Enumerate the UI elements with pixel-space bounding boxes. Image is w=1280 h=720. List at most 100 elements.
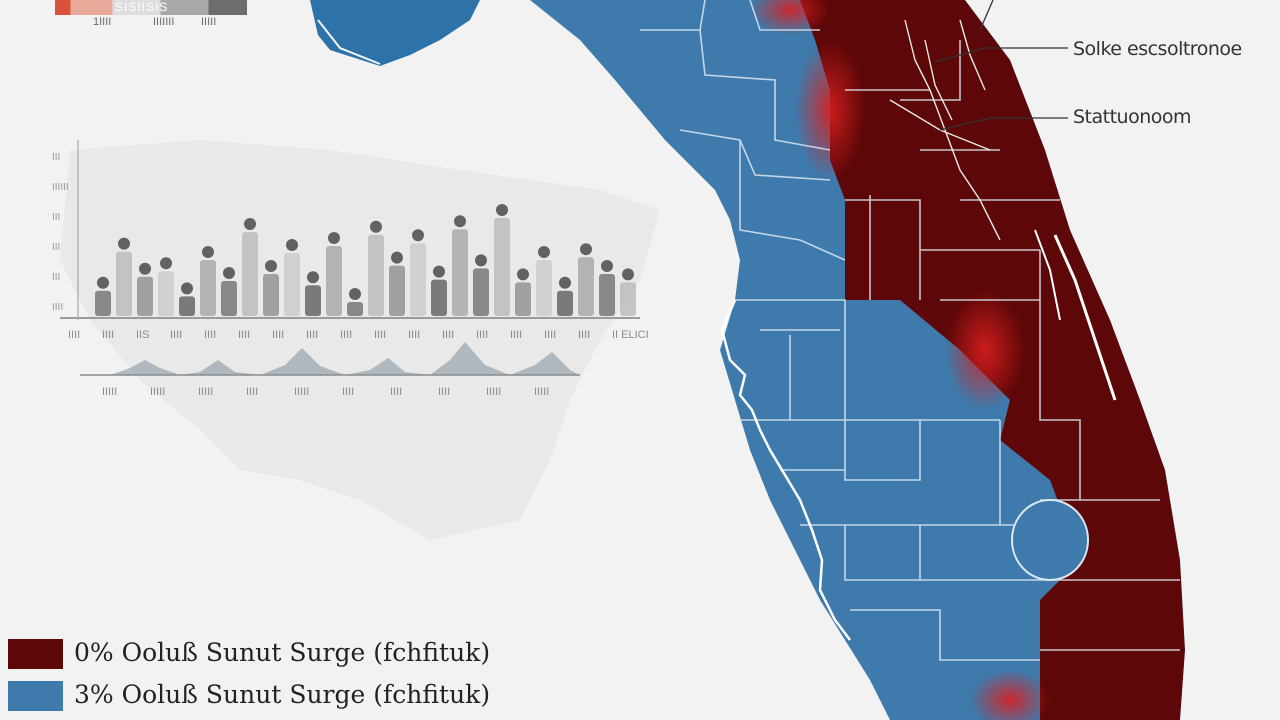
sub-tick-label: IIIII	[150, 386, 165, 398]
legend: 0% Ooluß Sunut Surge (fchfituk) 3% Ooluß…	[8, 636, 548, 720]
lake-okeechobee	[1011, 499, 1089, 581]
x-tick-label: IIII	[374, 329, 386, 341]
chart-bar	[368, 234, 384, 316]
northern-landmass	[310, 0, 480, 66]
x-tick-label: IIII	[68, 329, 80, 341]
chart-bar	[410, 243, 426, 316]
top-scale-ticks: 1IIII IIIIIII IIIII	[55, 16, 247, 34]
chart-point	[517, 268, 529, 281]
scale-gradient	[55, 0, 247, 15]
callout-leader-lines	[934, 0, 1068, 131]
chart-bar	[326, 246, 342, 316]
y-tick-label: III	[52, 212, 60, 223]
legend-label: 3% Ooluß Sunut Surge (fchfituk)	[74, 680, 491, 709]
chart-bar	[599, 274, 615, 316]
x-tick-label: II ELICI	[612, 329, 649, 341]
sub-tick-label: IIIII	[486, 386, 501, 398]
scale-tick: IIIII	[201, 16, 217, 28]
chart-bar	[578, 257, 594, 316]
surge-alert-glow	[795, 40, 865, 180]
x-tick-labels: IIII IIII IIS IIII IIII IIII IIII IIII IIII IIII I…	[68, 329, 649, 341]
chart-bar	[431, 279, 447, 316]
northern-landmass-edge	[317, 19, 381, 65]
chart-bar	[137, 276, 153, 316]
chart-point	[97, 276, 109, 289]
x-tick-label: IIII	[170, 329, 182, 341]
scale-label: SISIISIS	[115, 0, 169, 14]
sub-tick-label: IIII	[246, 386, 258, 398]
x-tick-label: IIII	[578, 329, 590, 341]
chart-point	[328, 232, 340, 244]
chart-point	[181, 282, 193, 295]
x-tick-label: IIII	[442, 329, 454, 341]
chart-point	[412, 229, 424, 242]
county-boundaries	[640, 0, 1180, 661]
chart-point	[538, 246, 550, 258]
sub-tick-label: IIIII	[534, 386, 549, 398]
wave-strip	[85, 342, 580, 375]
legend-swatch	[8, 639, 63, 669]
chart-point	[118, 237, 130, 250]
x-tick-label: IIII	[272, 329, 284, 341]
chart-bar	[221, 281, 237, 316]
chart-point	[559, 276, 571, 289]
chart-bar	[347, 302, 363, 316]
y-tick-label: IIII	[52, 302, 63, 313]
chart-point	[160, 257, 172, 270]
sub-tick-label: IIIII	[294, 386, 309, 398]
x-tick-label: IIII	[306, 329, 318, 341]
chart-point	[580, 243, 592, 256]
chart-bar	[305, 285, 321, 316]
chart-point	[622, 268, 634, 281]
chart-point	[601, 260, 613, 272]
chart-point	[433, 265, 445, 278]
legend-item-low: 3% Ooluß Sunut Surge (fchfituk)	[8, 678, 548, 712]
chart-bar	[494, 218, 510, 316]
chart-bar	[452, 229, 468, 316]
surge-alert-glow	[945, 290, 1025, 410]
y-tick-label: III	[52, 272, 60, 283]
chart-bar	[515, 282, 531, 316]
chart-bar	[557, 290, 573, 316]
chart-point	[223, 267, 235, 279]
chart-point	[475, 254, 487, 267]
inset-chart: IIII IIII IIS IIII IIII IIII IIII IIII IIII IIII I…	[52, 140, 649, 398]
chart-point	[286, 239, 298, 251]
x-tick-label: IIII	[408, 329, 420, 341]
sub-tick-label: IIII	[390, 386, 402, 398]
sub-tick-labels: IIIII IIIII IIIII IIII IIIII IIII IIII IIII IIII…	[102, 386, 549, 398]
chart-bar	[284, 253, 300, 316]
x-tick-label: IIII	[510, 329, 522, 341]
chart-bar	[242, 232, 258, 316]
callout-label: Stattuonoom	[1073, 106, 1192, 128]
chart-point	[349, 288, 361, 300]
callout-label: Solke escsoltronoe	[1073, 38, 1242, 60]
chart-bar	[263, 274, 279, 316]
scale-tick: IIIIIII	[153, 16, 175, 28]
x-tick-label: IIII	[476, 329, 488, 341]
top-scale-bar: SISIISIS	[55, 0, 247, 16]
y-tick-label: III	[52, 242, 60, 253]
barrier-island	[1053, 234, 1117, 401]
chart-point	[391, 251, 403, 264]
scale-tick: 1IIII	[93, 16, 112, 28]
x-tick-label: IIII	[102, 329, 114, 341]
chart-bar	[620, 282, 636, 316]
chart-point	[244, 218, 256, 230]
west-coastline	[720, 299, 851, 641]
chart-point	[265, 260, 277, 272]
chart-bar	[389, 265, 405, 316]
chart-bar	[473, 268, 489, 316]
sub-tick-label: IIII	[342, 386, 354, 398]
chart-point	[307, 271, 319, 284]
chart-bar	[95, 290, 111, 316]
surge-alert-glow	[750, 0, 830, 35]
chart-point	[454, 215, 466, 228]
chart-bar	[116, 251, 132, 316]
legend-swatch	[8, 681, 63, 711]
x-tick-label: IIII	[238, 329, 250, 341]
surge-alert-glow	[970, 670, 1050, 720]
sub-tick-label: IIII	[438, 386, 450, 398]
x-tick-label: IIII	[340, 329, 352, 341]
sub-tick-label: IIIII	[102, 386, 117, 398]
